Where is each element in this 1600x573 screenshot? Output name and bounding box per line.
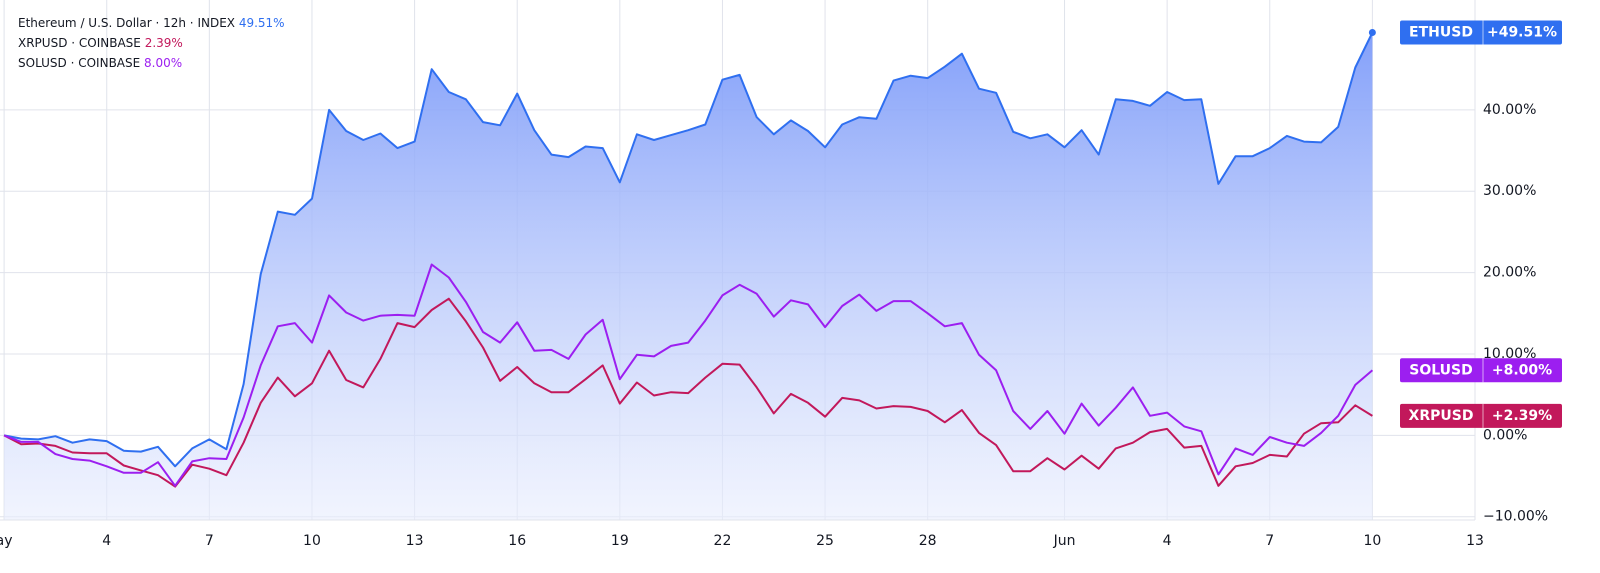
legend-value: 8.00% — [144, 56, 182, 70]
legend: Ethereum / U.S. Dollar · 12h · INDEX 49.… — [18, 16, 285, 70]
price-badge — [1400, 403, 1562, 428]
badge-value: +2.39% — [1492, 408, 1552, 424]
legend-label: XRPUSD · COINBASE — [18, 36, 141, 50]
badge-name: SOLUSD — [1409, 362, 1472, 378]
badge-value: +8.00% — [1492, 362, 1552, 378]
legend-value: 49.51% — [239, 16, 285, 30]
x-tick-label: 7 — [1265, 533, 1274, 549]
legend-entry: XRPUSD · COINBASE 2.39% — [18, 36, 183, 50]
x-tick-label: 4 — [102, 533, 111, 549]
legend-entry: SOLUSD · COINBASE 8.00% — [18, 56, 182, 70]
y-tick-label: 40.00% — [1483, 102, 1536, 118]
badges: ETHUSD +49.51% XRPUSD +2.39% SOLUSD +8.00% — [1400, 20, 1562, 428]
x-tick-label: 28 — [919, 533, 937, 549]
y-tick-label: −10.00% — [1483, 509, 1548, 525]
x-tick-label: ay — [0, 533, 13, 549]
x-tick-label: 13 — [406, 533, 424, 549]
x-tick-label: Jun — [1053, 533, 1076, 549]
x-tick-label: 16 — [508, 533, 526, 549]
badge-name: XRPUSD — [1409, 408, 1474, 424]
series-line — [3, 263, 1374, 487]
badge-name: ETHUSD — [1409, 24, 1473, 40]
price-badge — [1400, 20, 1562, 45]
plot-area — [3, 32, 1374, 520]
x-tick-label: 4 — [1163, 533, 1172, 549]
x-tick-label: 19 — [611, 533, 629, 549]
y-tick-label: 10.00% — [1483, 346, 1536, 362]
x-tick-label: 22 — [714, 533, 732, 549]
series-line — [3, 32, 1374, 468]
price-badge — [1400, 358, 1562, 383]
y-tick-label: 0.00% — [1483, 427, 1527, 443]
x-tick-label: 13 — [1466, 533, 1484, 549]
legend-value: 2.39% — [145, 36, 183, 50]
series-line — [3, 297, 1373, 488]
x-tick-label: 10 — [1363, 533, 1381, 549]
last-point — [1368, 28, 1376, 36]
legend-label: Ethereum / U.S. Dollar · 12h · INDEX — [18, 16, 235, 30]
x-tick-label: 7 — [205, 533, 214, 549]
y-tick-label: 20.00% — [1483, 265, 1536, 281]
axes: −10.00% 0.00% 10.00% 20.00% 30.00% 40.00% ay 4 7… — [0, 102, 1548, 549]
area-fill — [4, 32, 1373, 520]
legend-label: SOLUSD · COINBASE — [18, 56, 140, 70]
badge-value: +49.51% — [1487, 24, 1557, 40]
legend-entry: Ethereum / U.S. Dollar · 12h · INDEX 49.… — [18, 16, 285, 30]
x-tick-label: 25 — [816, 533, 834, 549]
x-tick-label: 10 — [303, 533, 321, 549]
y-tick-label: 30.00% — [1483, 183, 1536, 199]
